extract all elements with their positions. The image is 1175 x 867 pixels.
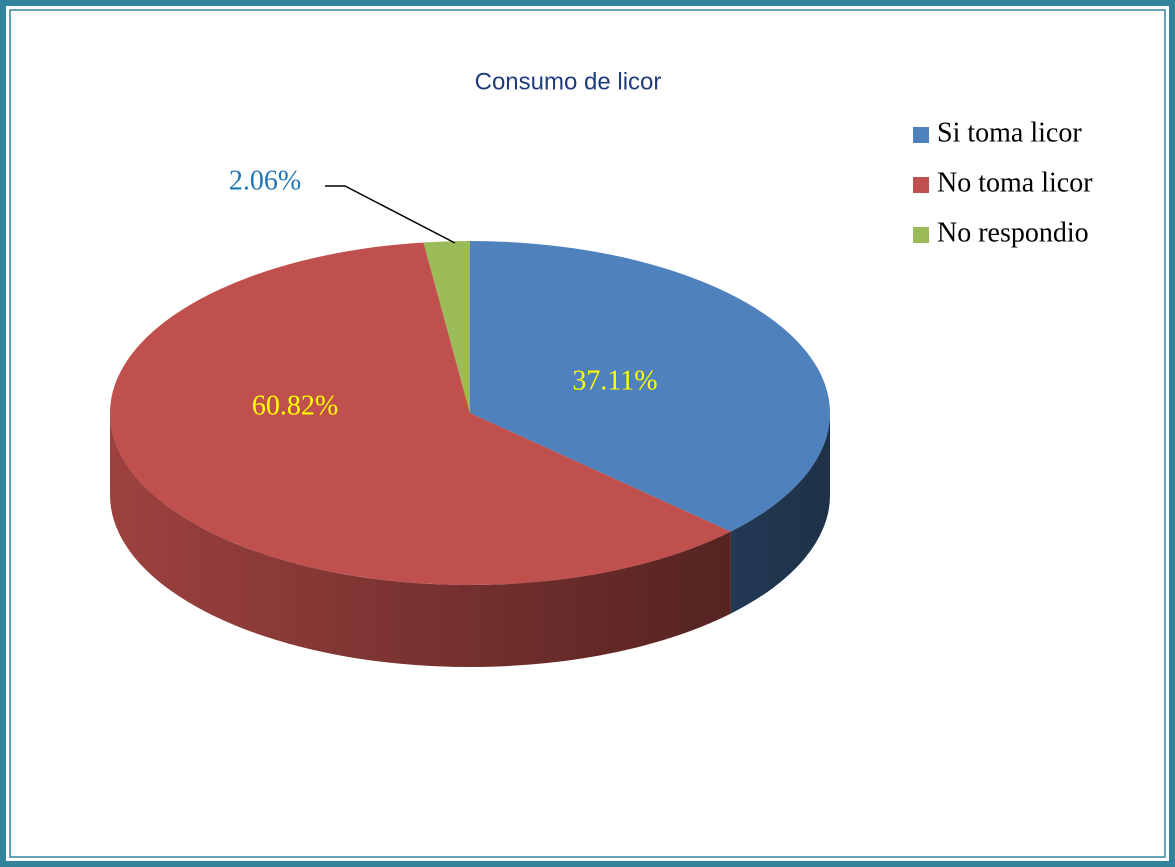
data-label: 2.06% xyxy=(229,165,301,196)
pie-slice xyxy=(110,242,731,585)
inner-frame xyxy=(9,9,1166,858)
legend-swatch xyxy=(913,127,929,143)
chart-title: Consumo de licor xyxy=(475,68,662,95)
legend-label: No toma licor xyxy=(937,167,1093,198)
legend-label: Si toma licor xyxy=(937,117,1082,148)
pie-side-shade xyxy=(110,413,731,668)
leader-line xyxy=(325,185,456,244)
legend-swatch xyxy=(913,227,929,243)
pie-slice xyxy=(423,241,470,413)
pie-slice xyxy=(470,241,830,532)
data-label: 37.11% xyxy=(572,365,657,396)
pie-side-shade xyxy=(730,413,830,614)
legend-label: No respondio xyxy=(937,217,1089,248)
legend-swatch xyxy=(913,177,929,193)
pie xyxy=(110,241,830,668)
data-label: 60.82% xyxy=(252,390,338,421)
